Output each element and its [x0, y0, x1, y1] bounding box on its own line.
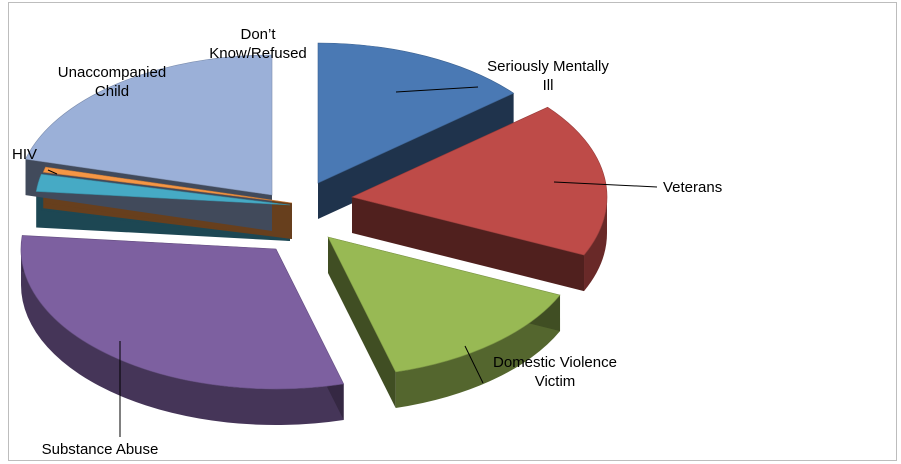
- pie-side-domestic-violence-victim: [395, 295, 561, 408]
- pie-side-veterans: [584, 197, 607, 292]
- pie-wall-seriously-mentally-ill-1: [318, 93, 514, 219]
- pie-side-substance-abuse: [21, 249, 344, 425]
- data-label-don-t-know-refused: Don’t Know/Refused: [209, 26, 307, 62]
- leader-line-hiv: [47, 169, 58, 175]
- pie-slice-substance-abuse: [20, 235, 345, 390]
- pie-slice-hiv: [35, 173, 291, 206]
- leader-line-seriously-mentally-ill: [395, 86, 479, 93]
- data-label-seriously-mentally-ill: Seriously Mentally Ill: [487, 58, 609, 94]
- pie-tops: [20, 42, 608, 390]
- pie-slice-seriously-mentally-ill: [317, 42, 515, 184]
- pie-slice-hiv-small-orange-slice: [42, 166, 293, 204]
- data-label-veterans: Veterans: [663, 179, 722, 196]
- pie-slice-unaccompanied-child: [25, 54, 273, 196]
- pie-wall-veterans-1: [352, 197, 585, 292]
- data-label-substance-abuse: Substance Abuse: [42, 441, 159, 458]
- data-label-hiv: HIV: [12, 146, 37, 163]
- data-label-unaccompanied-child: Unaccompanied Child: [58, 64, 166, 100]
- pie-wall-domestic-violence-victim-1: [328, 237, 396, 408]
- pie-slice-domestic-violence-victim: [327, 236, 561, 373]
- pie-slice-veterans: [351, 106, 608, 256]
- leader-line-domestic-violence-victim: [464, 345, 484, 384]
- data-label-domestic-violence-victim: Domestic Violence Victim: [493, 354, 617, 390]
- leader-line-veterans: [553, 181, 658, 188]
